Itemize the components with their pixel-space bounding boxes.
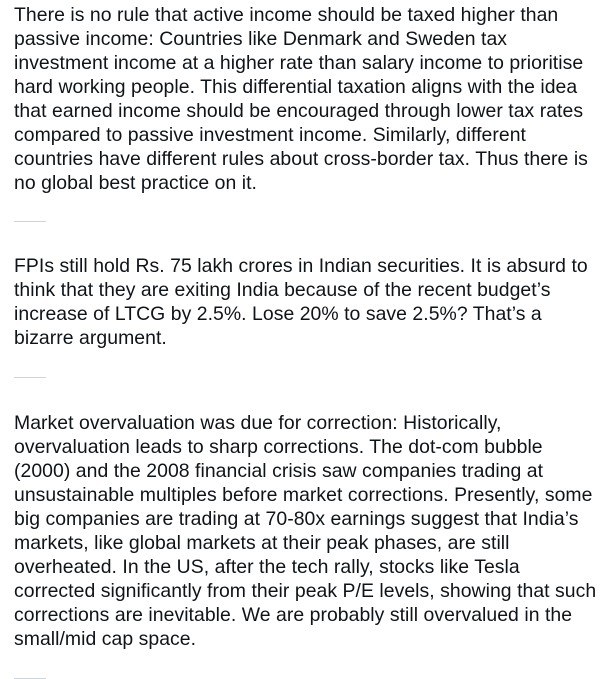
section-divider [14,377,46,378]
paragraph-active-vs-passive-income: There is no rule that active income shou… [14,4,588,194]
post-body: There is no rule that active income shou… [14,3,599,679]
section-divider [14,221,46,222]
paragraph-fpi-holdings: FPIs still hold Rs. 75 lakh crores in In… [14,255,588,349]
paragraph-market-overvaluation: Market overvaluation was due for correct… [14,412,597,650]
